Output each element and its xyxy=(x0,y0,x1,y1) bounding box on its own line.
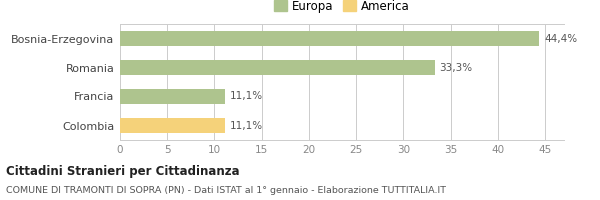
Text: 11,1%: 11,1% xyxy=(230,92,263,102)
Text: 44,4%: 44,4% xyxy=(544,34,577,44)
Text: 33,3%: 33,3% xyxy=(439,62,472,72)
Text: Cittadini Stranieri per Cittadinanza: Cittadini Stranieri per Cittadinanza xyxy=(6,165,239,178)
Bar xyxy=(120,89,225,104)
Bar xyxy=(120,118,225,133)
Text: COMUNE DI TRAMONTI DI SOPRA (PN) - Dati ISTAT al 1° gennaio - Elaborazione TUTTI: COMUNE DI TRAMONTI DI SOPRA (PN) - Dati … xyxy=(6,186,446,195)
Text: 11,1%: 11,1% xyxy=(230,120,263,130)
Bar xyxy=(120,31,539,46)
Legend: Europa, America: Europa, America xyxy=(270,0,414,18)
Bar xyxy=(120,60,434,75)
